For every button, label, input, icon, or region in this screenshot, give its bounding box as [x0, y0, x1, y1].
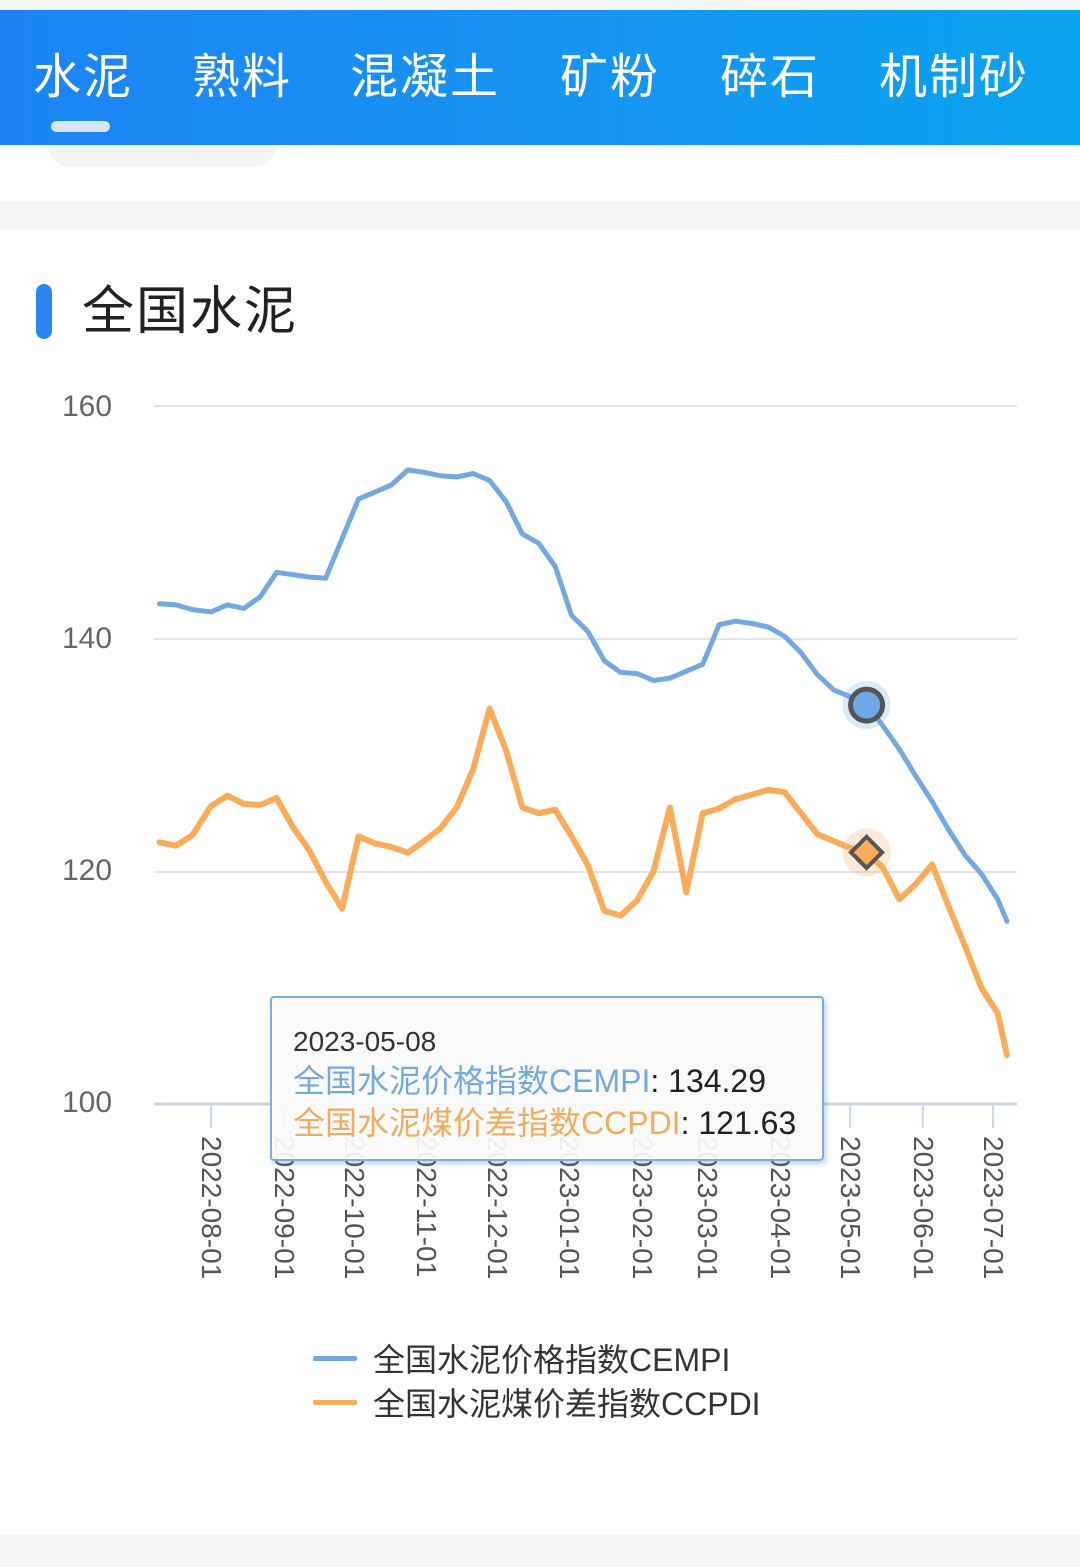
cempi-highlight-marker	[842, 681, 891, 730]
x-tick-label: 2022-08-01	[196, 1136, 227, 1280]
tab-clinker[interactable]: 熟料	[192, 51, 293, 104]
tooltip-value: 121.63	[698, 1105, 797, 1141]
section-divider-bottom	[0, 1535, 1080, 1567]
tooltip-date: 2023-05-08	[293, 1026, 437, 1057]
legend-swatch-cempi	[313, 1355, 357, 1361]
x-tick-label: 2023-07-01	[978, 1136, 1009, 1280]
section-title: 全国水泥	[82, 283, 299, 341]
y-tick-160: 160	[62, 390, 113, 423]
status-strip	[0, 0, 1080, 10]
ccpdi-highlight-marker	[842, 828, 891, 877]
tooltip-series-name: 全国水泥价格指数CEMPI	[293, 1063, 651, 1099]
chart-tooltip: 2023-05-08 全国水泥价格指数CEMPI: 134.29 全国水泥煤价差…	[270, 996, 824, 1161]
legend-item-cempi[interactable]: 全国水泥价格指数CEMPI	[313, 1336, 761, 1380]
grid-lines	[154, 405, 1017, 873]
x-tick-label: 2023-05-01	[835, 1136, 867, 1280]
section-divider	[0, 201, 1080, 229]
legend-label: 全国水泥煤价差指数CCPDI	[373, 1386, 761, 1422]
tooltip-row-cempi: 全国水泥价格指数CEMPI: 134.29	[293, 1063, 767, 1099]
y-tick-140: 140	[62, 622, 113, 655]
tab-machine-sand[interactable]: 机制砂	[879, 51, 1030, 104]
legend-label: 全国水泥价格指数CEMPI	[373, 1342, 731, 1378]
tooltip-value: 134.29	[668, 1063, 767, 1099]
active-tab-indicator	[51, 121, 110, 132]
x-tick-label: 2023-06-01	[907, 1136, 939, 1280]
category-tab-bar: 水泥 熟料 混凝土 矿粉 碎石 机制砂	[0, 10, 1080, 145]
tooltip-row-ccpdi: 全国水泥煤价差指数CCPDI: 121.63	[293, 1105, 797, 1141]
legend-swatch-ccpdi	[313, 1399, 357, 1405]
y-tick-120: 120	[62, 854, 113, 887]
tooltip-series-name: 全国水泥煤价差指数CCPDI	[293, 1105, 681, 1141]
tab-gravel[interactable]: 碎石	[720, 51, 821, 104]
y-tick-100: 100	[62, 1086, 113, 1119]
scrolled-filter-pill	[48, 145, 276, 167]
legend-item-ccpdi[interactable]: 全国水泥煤价差指数CCPDI	[313, 1380, 761, 1424]
tab-cement[interactable]: 水泥	[33, 51, 134, 104]
chart-legend: 全国水泥价格指数CEMPI 全国水泥煤价差指数CCPDI	[313, 1336, 761, 1424]
tab-concrete[interactable]: 混凝土	[350, 51, 501, 104]
section-accent-bar	[36, 284, 52, 339]
tab-slag-powder[interactable]: 矿粉	[560, 51, 661, 104]
